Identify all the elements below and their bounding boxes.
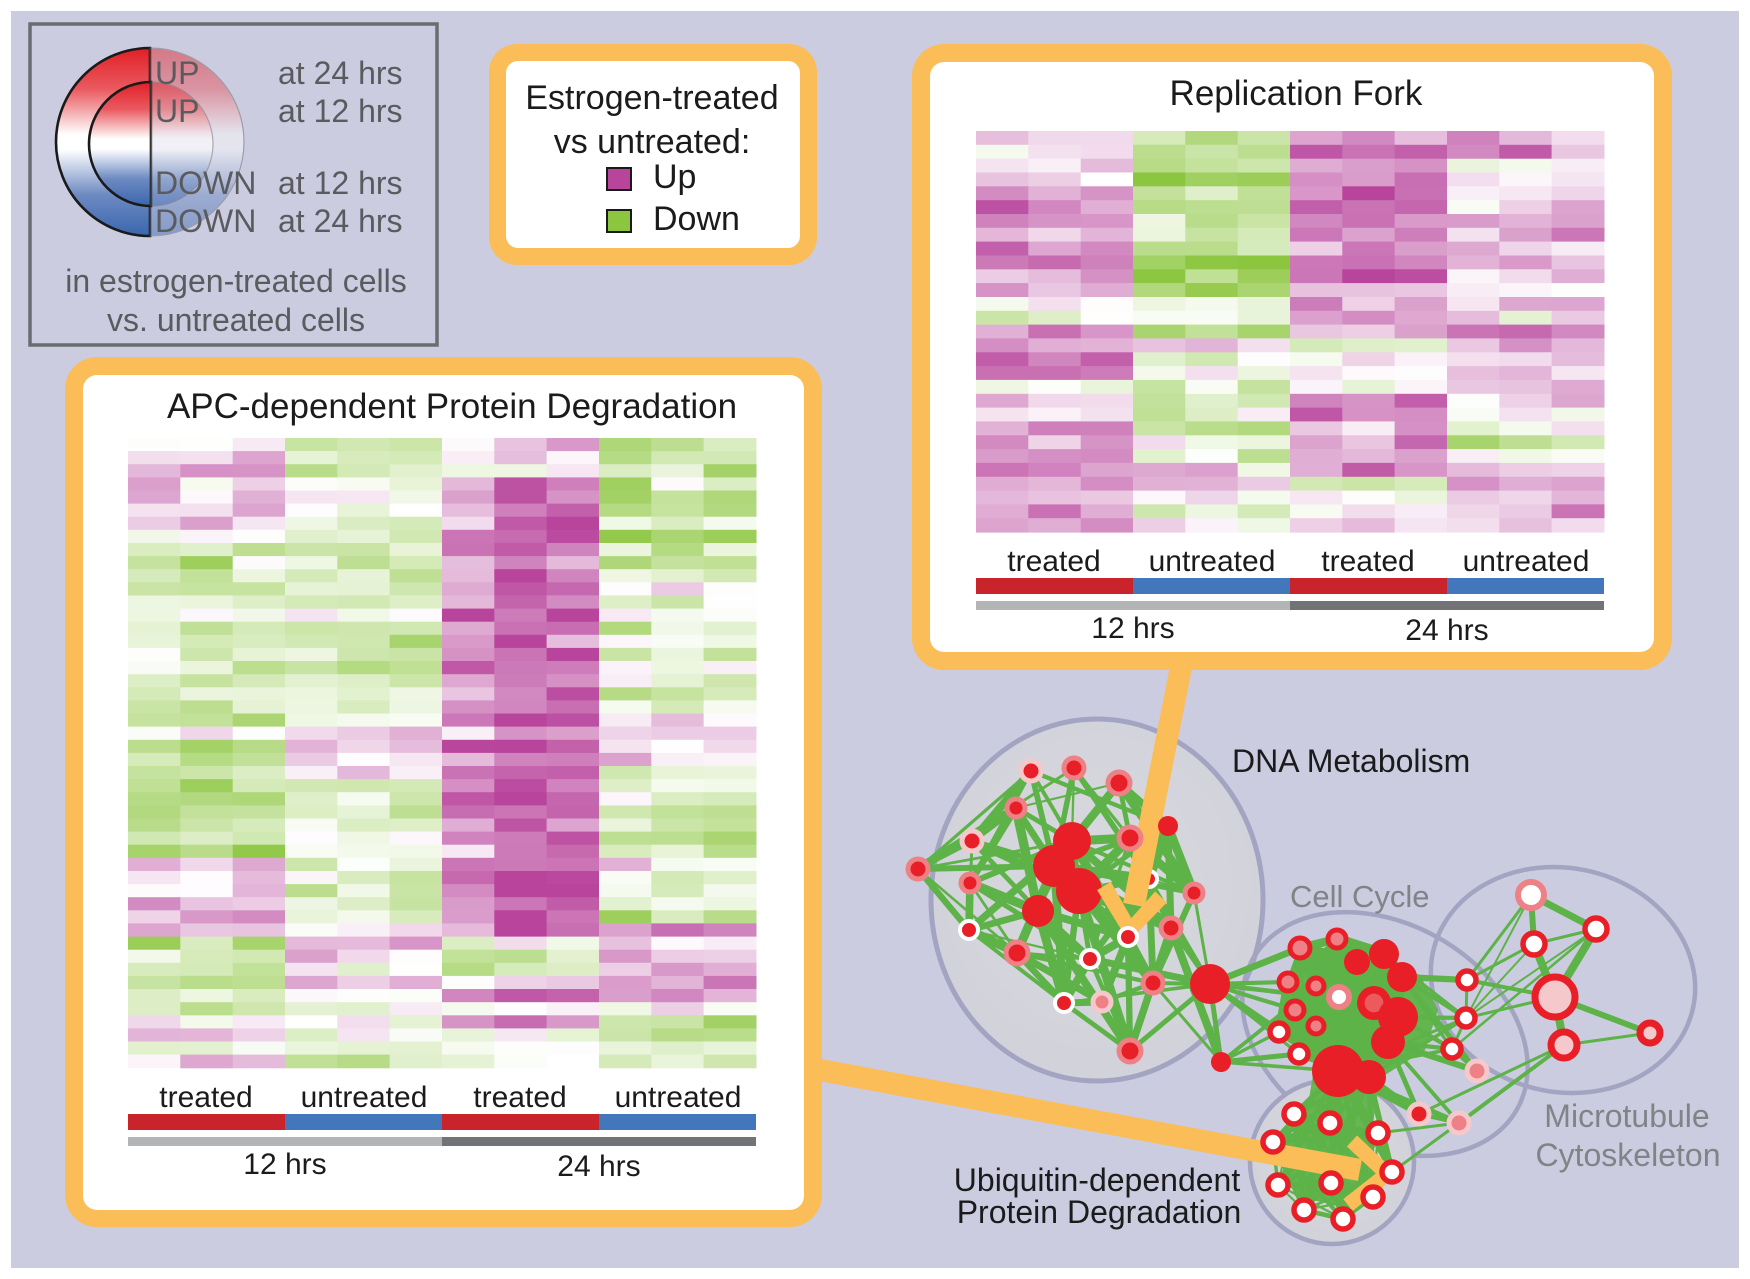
svg-text:in estrogen-treated cells: in estrogen-treated cells <box>65 263 407 299</box>
svg-text:Protein Degradation: Protein Degradation <box>957 1194 1242 1230</box>
svg-text:untreated: untreated <box>301 1081 428 1114</box>
svg-text:24 hrs: 24 hrs <box>557 1150 640 1183</box>
svg-text:vs. untreated cells: vs. untreated cells <box>107 302 365 338</box>
svg-text:at 24 hrs: at 24 hrs <box>278 55 403 91</box>
svg-text:Ubiquitin-dependent: Ubiquitin-dependent <box>954 1162 1241 1198</box>
svg-text:treated: treated <box>159 1081 252 1114</box>
svg-text:at 12 hrs: at 12 hrs <box>278 165 403 201</box>
svg-text:DOWN: DOWN <box>155 165 256 201</box>
svg-text:Down: Down <box>653 200 740 238</box>
svg-text:12 hrs: 12 hrs <box>243 1148 326 1181</box>
svg-text:at 24 hrs: at 24 hrs <box>278 203 403 239</box>
svg-text:24 hrs: 24 hrs <box>1405 614 1488 647</box>
svg-text:Replication Fork: Replication Fork <box>1170 74 1423 113</box>
svg-text:untreated: untreated <box>1149 545 1276 578</box>
svg-text:untreated: untreated <box>615 1081 742 1114</box>
svg-text:DNA Metabolism: DNA Metabolism <box>1232 743 1470 779</box>
svg-text:Cell Cycle: Cell Cycle <box>1290 879 1430 914</box>
svg-text:untreated: untreated <box>1463 545 1590 578</box>
svg-text:DOWN: DOWN <box>155 203 256 239</box>
svg-text:UP: UP <box>155 93 199 129</box>
svg-text:Microtubule: Microtubule <box>1544 1098 1709 1134</box>
svg-text:treated: treated <box>473 1081 566 1114</box>
svg-text:12 hrs: 12 hrs <box>1091 612 1174 645</box>
svg-text:treated: treated <box>1007 545 1100 578</box>
svg-text:treated: treated <box>1321 545 1414 578</box>
svg-text:Up: Up <box>653 158 696 196</box>
svg-text:Estrogen-treated: Estrogen-treated <box>525 79 778 117</box>
svg-text:at 12 hrs: at 12 hrs <box>278 93 403 129</box>
svg-text:Cytoskeleton: Cytoskeleton <box>1536 1137 1721 1173</box>
svg-text:UP: UP <box>155 55 199 91</box>
svg-text:vs untreated:: vs untreated: <box>554 123 751 161</box>
svg-text:APC-dependent Protein Degradat: APC-dependent Protein Degradation <box>167 387 737 426</box>
